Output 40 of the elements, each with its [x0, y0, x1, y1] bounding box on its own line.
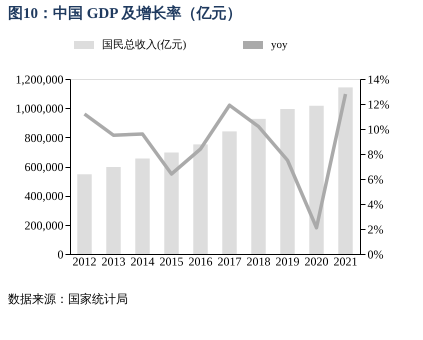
- y-tick-label: 200,000: [24, 218, 64, 232]
- x-tick-label: 2019: [276, 254, 300, 268]
- y-tick-label: 1,200,000: [16, 72, 64, 86]
- x-tick-label: 2021: [334, 254, 358, 268]
- bar: [251, 118, 266, 254]
- y2-tick-label: 0%: [368, 248, 384, 262]
- line-series: [82, 92, 348, 230]
- legend-label: 国民总收入(亿元): [102, 38, 187, 51]
- y2-tick-label: 6%: [368, 172, 384, 186]
- bar: [280, 109, 295, 254]
- y2-tick-label: 10%: [368, 122, 390, 136]
- y-tick-label: 1,000,000: [16, 102, 64, 116]
- y-tick-label: 800,000: [24, 130, 64, 145]
- y-tick-label: 400,000: [24, 189, 64, 204]
- y-tick-label: 0: [58, 248, 64, 262]
- y2-tick-label: 14%: [368, 72, 390, 86]
- y2-tick-label: 2%: [368, 222, 384, 236]
- y2-tick-label: 8%: [368, 148, 384, 162]
- legend-label: yoy: [271, 39, 288, 51]
- bar: [164, 152, 179, 254]
- x-tick-label: 2012: [72, 254, 96, 268]
- bar: [193, 144, 208, 254]
- y-tick-label: 600,000: [24, 160, 64, 174]
- x-tick-label: 2018: [246, 254, 270, 268]
- bar: [77, 174, 92, 254]
- bar: [106, 166, 121, 254]
- x-tick-label: 2020: [304, 254, 328, 268]
- x-tick-label: 2013: [102, 254, 126, 268]
- bar: [222, 131, 237, 254]
- x-tick-label: 2014: [130, 254, 154, 268]
- x-tick-label: 2015: [160, 254, 184, 268]
- chart-title: 图10：中国 GDP 及增长率（亿元）: [8, 4, 242, 22]
- bar: [135, 158, 150, 254]
- x-tick-label: 2016: [188, 254, 212, 268]
- source-note: 数据来源：国家统计局: [8, 292, 128, 306]
- y2-tick-label: 4%: [368, 198, 384, 212]
- y2-tick-label: 12%: [368, 98, 390, 112]
- x-tick-label: 2017: [218, 254, 242, 268]
- bar: [309, 106, 324, 254]
- bar: [338, 87, 353, 254]
